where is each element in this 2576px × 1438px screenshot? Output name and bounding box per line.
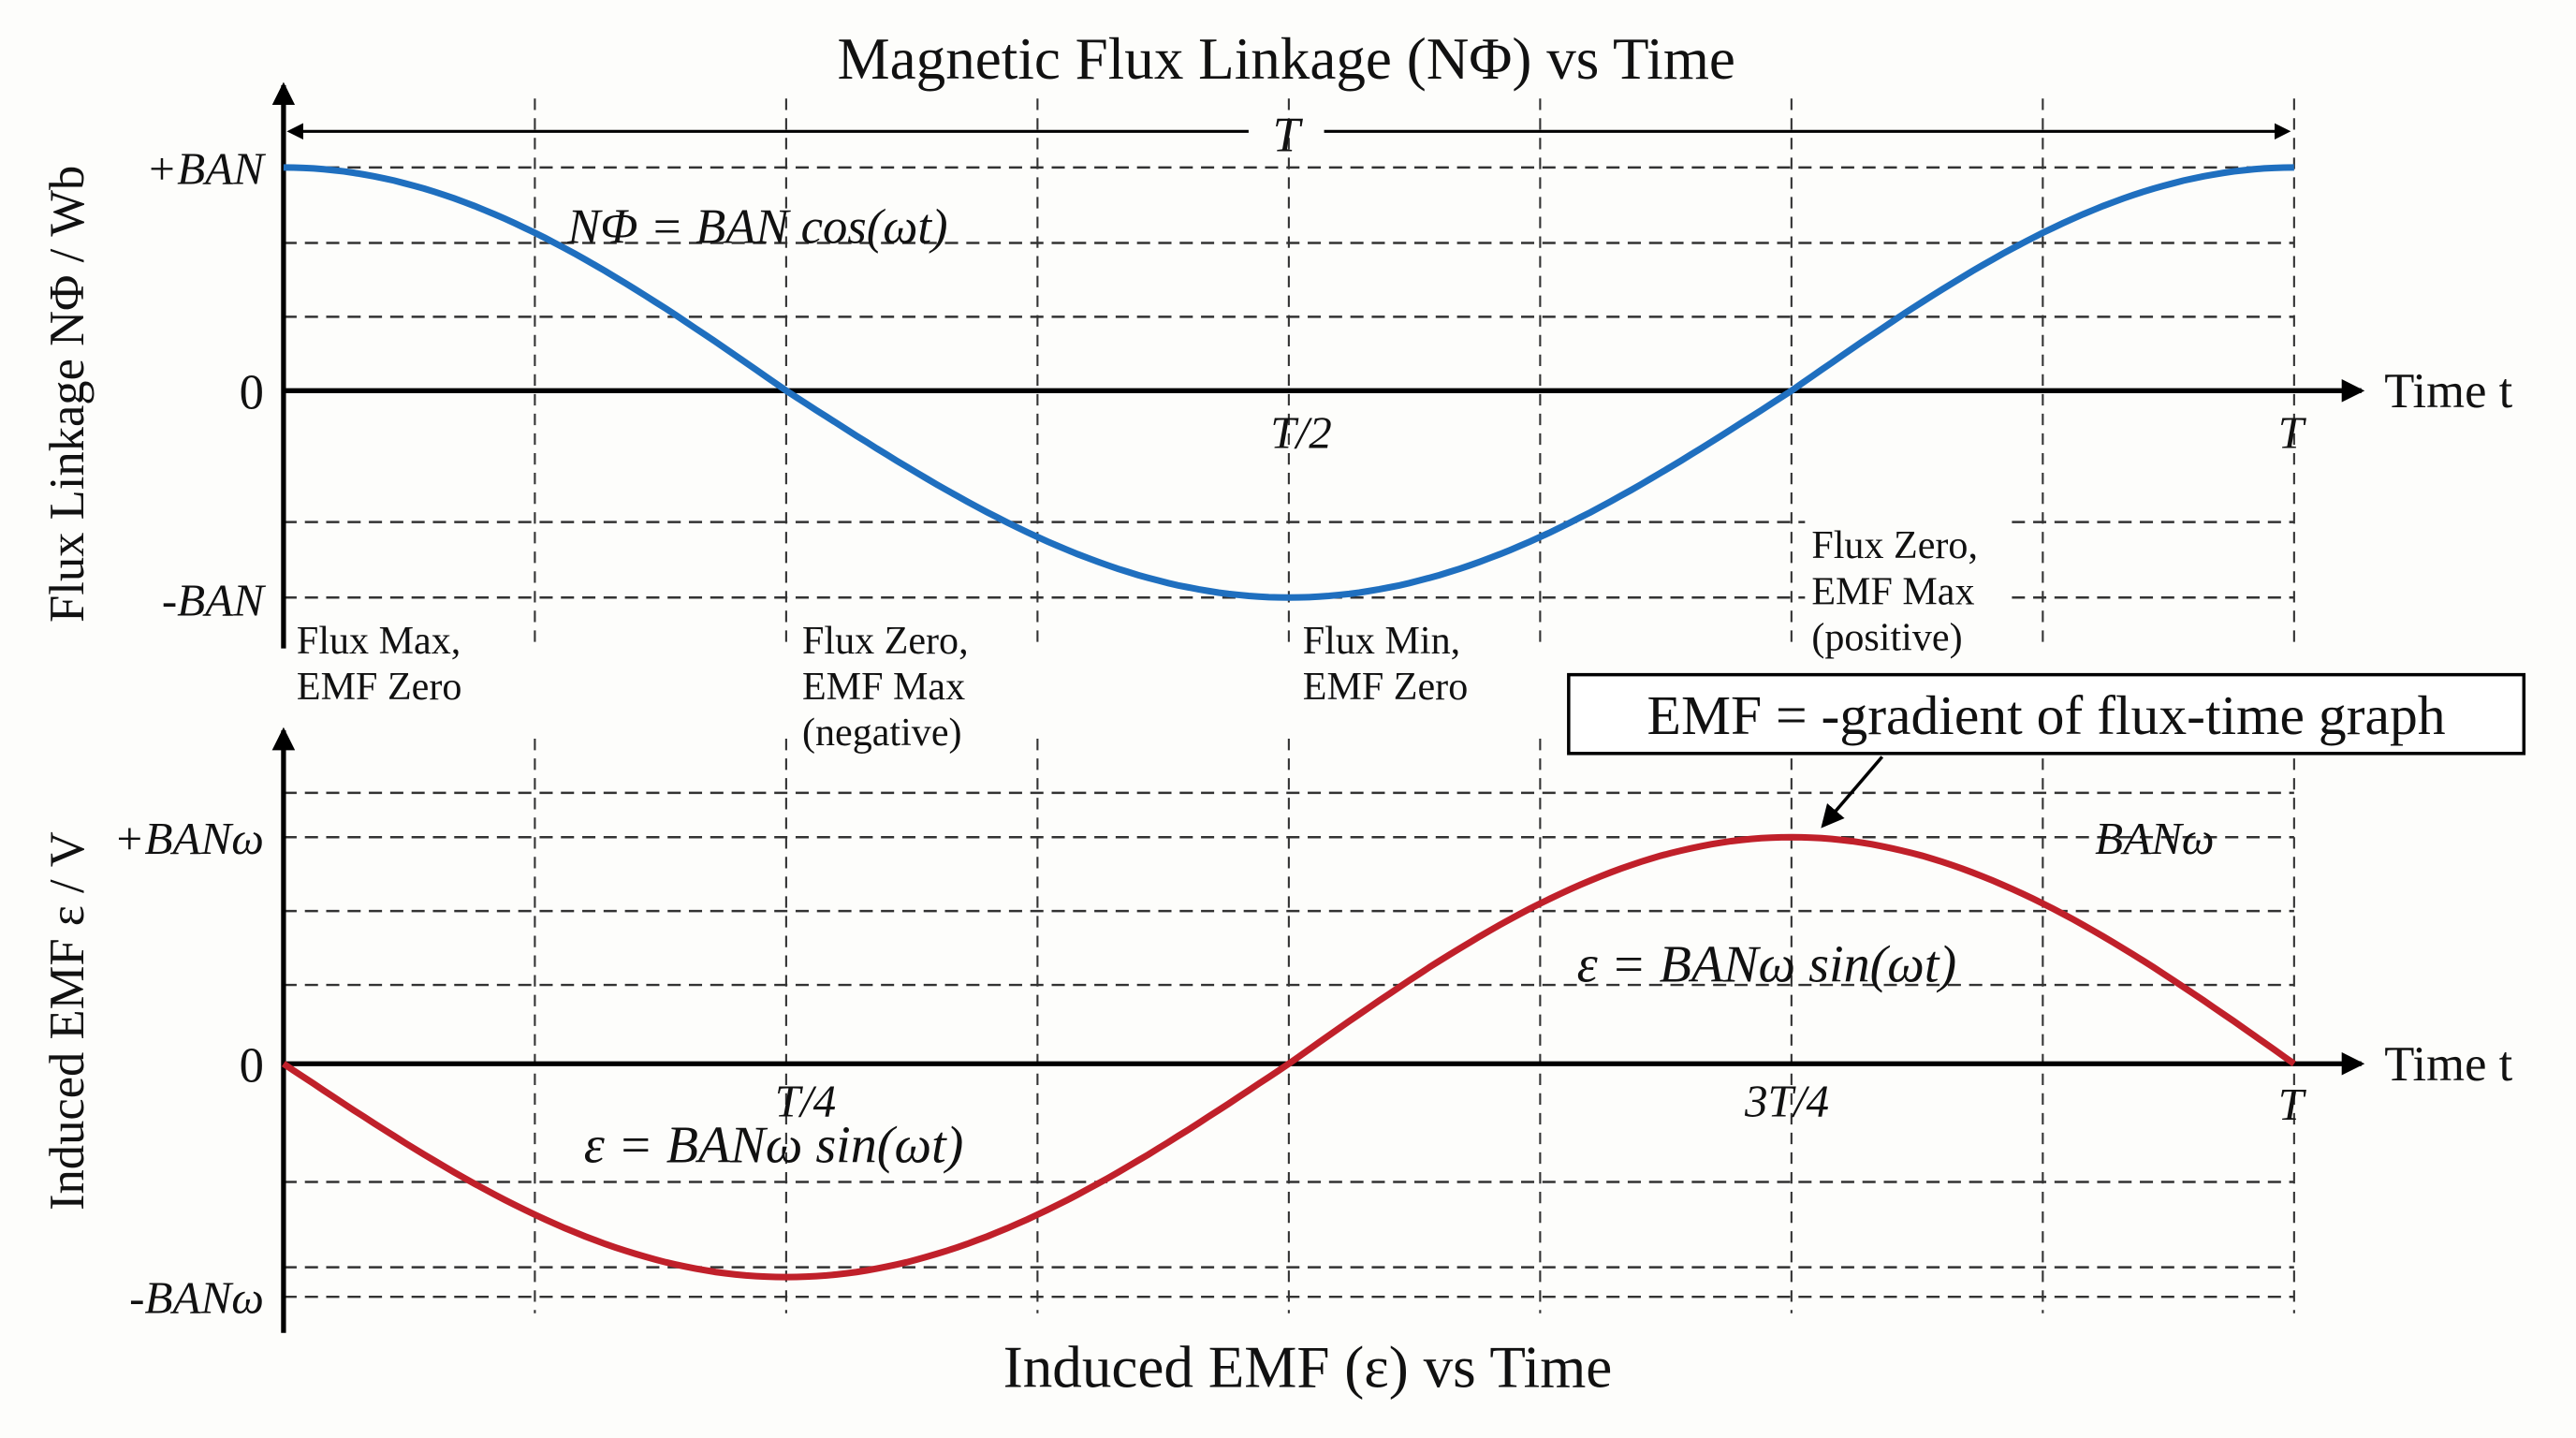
bottom-x-tick-quarter: T/4 bbox=[775, 1075, 836, 1126]
top-x-tick-half: T/2 bbox=[1270, 407, 1331, 459]
top-y-axis-title: Flux Linkage NΦ / Wb bbox=[40, 166, 95, 623]
annotation-line: Flux Min, bbox=[1303, 620, 1460, 663]
top-x-tick-T: T bbox=[2278, 407, 2307, 459]
callout-box bbox=[1567, 672, 2526, 756]
bottom-x-axis-title: Time t bbox=[2384, 1037, 2512, 1092]
annotation-line: EMF Max bbox=[1811, 570, 1974, 613]
period-label: T bbox=[1273, 108, 1304, 162]
bottom-y-tick-pos: +BANω bbox=[113, 813, 263, 864]
top-chart-title: Magnetic Flux Linkage (NΦ) vs Time bbox=[838, 26, 1735, 92]
bottom-x-tick-threequarter: 3T/4 bbox=[1744, 1075, 1829, 1126]
top-x-axis-title: Time t bbox=[2384, 364, 2512, 418]
bottom-y-axis-title: Induced EMF ε / V bbox=[40, 831, 95, 1211]
flux-curve bbox=[283, 164, 2294, 601]
bottom-x-tick-T: T bbox=[2278, 1078, 2307, 1130]
emf-formula-left: ε = BANω sin(ωt) bbox=[584, 1116, 964, 1174]
peak-label: BANω bbox=[2095, 813, 2214, 864]
emf-curve bbox=[281, 833, 2296, 1281]
annotation-label: Flux Zero, EMF Max (positive) bbox=[1811, 524, 1978, 659]
bottom-y-tick-zero: 0 bbox=[240, 1039, 264, 1093]
top-y-tick-zero: 0 bbox=[240, 366, 264, 420]
emf-formula-right: ε = BANω sin(ωt) bbox=[1577, 936, 1957, 994]
annotation-label: Flux Min, EMF Zero bbox=[1303, 620, 1468, 709]
annotation-label: Flux Zero, EMF Max (negative) bbox=[802, 620, 969, 755]
annotation-line: Flux Zero, bbox=[802, 620, 969, 663]
callout-text: EMF = -gradient of flux-time graph bbox=[1647, 684, 2446, 746]
callout-arrow bbox=[1821, 756, 1884, 829]
flux-formula: NΦ = BAN cos(ωt) bbox=[566, 200, 947, 255]
bottom-chart-title: Induced EMF (ε) vs Time bbox=[1003, 1335, 1613, 1401]
annotation-line: Flux Max, bbox=[297, 620, 461, 663]
annotation-line: EMF Zero bbox=[297, 666, 461, 709]
annotation-line: EMF Max bbox=[802, 666, 965, 709]
annotation-line: EMF Zero bbox=[1303, 666, 1468, 709]
annotation-label: Flux Max, EMF Zero bbox=[297, 620, 461, 709]
top-y-tick-pos: +BAN bbox=[146, 142, 267, 194]
top-y-tick-neg: -BAN bbox=[162, 575, 267, 626]
bottom-y-tick-neg: -BANω bbox=[129, 1272, 264, 1324]
annotation-bg bbox=[1805, 519, 2012, 670]
annotation-line: (positive) bbox=[1811, 616, 1962, 659]
annotation-line: (negative) bbox=[802, 712, 962, 755]
annotation-line: Flux Zero, bbox=[1811, 524, 1978, 567]
